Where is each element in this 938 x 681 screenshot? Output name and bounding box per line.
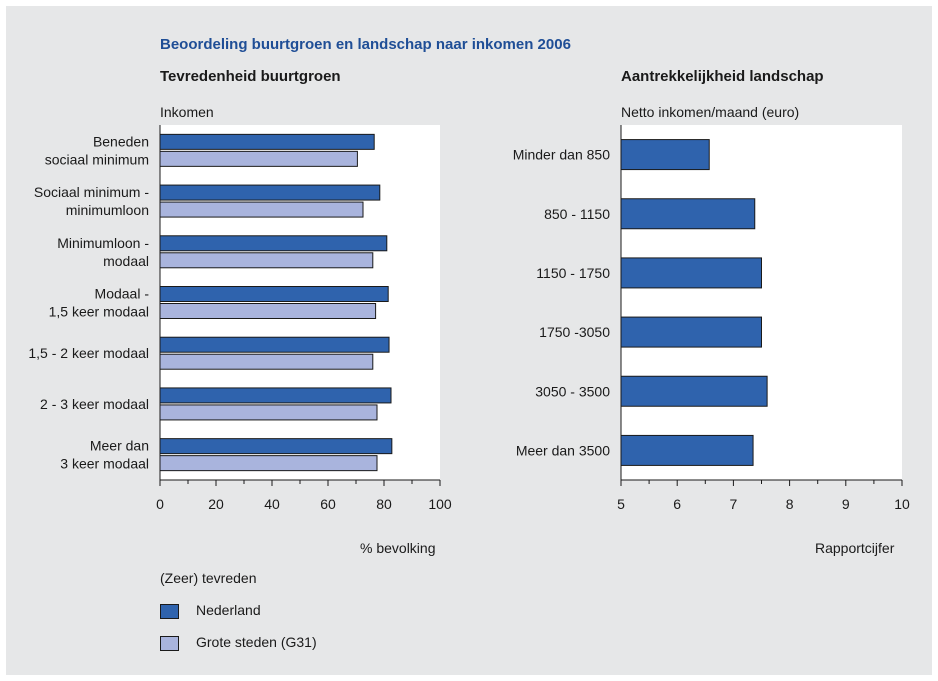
category-label: 2 - 3 keer modaal: [40, 396, 149, 412]
x-tick-label: 0: [156, 496, 164, 512]
category-label: Meer dan: [90, 438, 149, 454]
legend-label-nederland: Nederland: [196, 602, 261, 618]
category-label: 1,5 keer modaal: [49, 304, 149, 320]
bar-landschap: [620, 375, 768, 407]
right-x-axis-label: Rapportcijfer: [815, 540, 895, 556]
left-category-axis-label: Inkomen: [160, 104, 214, 120]
category-label: 1,5 - 2 keer modaal: [28, 345, 149, 361]
right-category-axis-label: Netto inkomen/maand (euro): [621, 104, 800, 120]
right-plot-area: [621, 125, 902, 480]
category-label: minimumloon: [66, 202, 149, 218]
category-label: 1150 - 1750: [536, 265, 610, 281]
category-label: 1750 -3050: [539, 324, 610, 340]
left-chart-title: Tevredenheid buurtgroen: [160, 68, 341, 85]
legend-title: (Zeer) tevreden: [160, 570, 257, 586]
category-label: Modaal -: [95, 286, 150, 302]
category-label: Sociaal minimum -: [34, 184, 149, 200]
legend-swatch-g31: [160, 636, 179, 651]
bar-landschap: [620, 139, 710, 171]
category-label: Beneden: [93, 133, 149, 149]
left-plot-area: [160, 125, 440, 480]
category-label: sociaal minimum: [45, 151, 149, 167]
x-tick-label: 60: [320, 496, 336, 512]
x-tick-label: 80: [376, 496, 392, 512]
x-tick-label: 9: [842, 496, 850, 512]
legend-label-g31: Grote steden (G31): [196, 634, 317, 650]
x-tick-label: 20: [208, 496, 224, 512]
x-tick-label: 6: [673, 496, 681, 512]
chart-title: Beoordeling buurtgroen en landschap naar…: [160, 36, 571, 53]
x-tick-label: 10: [894, 496, 910, 512]
legend-swatch-nederland: [160, 604, 179, 619]
x-tick-label: 5: [617, 496, 625, 512]
bar-landschap: [620, 198, 756, 230]
category-label: modaal: [103, 253, 149, 269]
category-label: Minimumloon -: [57, 235, 149, 251]
bar-landschap: [620, 257, 762, 289]
x-tick-label: 7: [730, 496, 738, 512]
left-x-axis-label: % bevolking: [360, 540, 436, 556]
category-label: Meer dan 3500: [516, 442, 610, 458]
x-tick-label: 100: [428, 496, 452, 512]
category-label: 3050 - 3500: [535, 383, 610, 399]
category-label: Minder dan 850: [513, 147, 611, 163]
category-label: 3 keer modaal: [60, 456, 149, 472]
x-tick-label: 8: [786, 496, 794, 512]
bar-landschap: [620, 316, 762, 348]
bar-landschap: [620, 434, 754, 466]
category-label: 850 - 1150: [544, 206, 610, 222]
x-tick-label: 40: [264, 496, 280, 512]
right-chart-title: Aantrekkelijkheid landschap: [621, 68, 824, 85]
